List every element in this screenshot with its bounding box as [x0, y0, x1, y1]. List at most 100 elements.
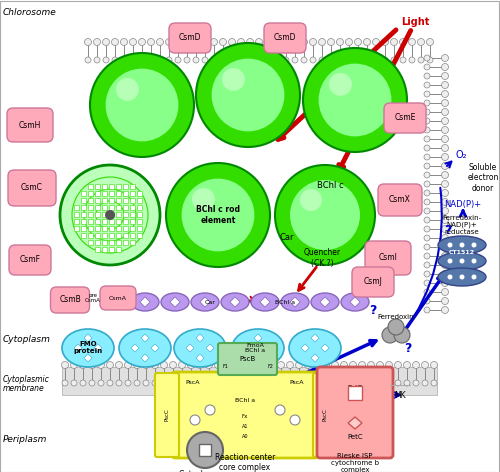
Ellipse shape	[438, 268, 486, 286]
FancyBboxPatch shape	[100, 286, 136, 310]
Text: Fx: Fx	[242, 414, 248, 420]
Circle shape	[442, 288, 448, 295]
Circle shape	[442, 100, 448, 107]
Circle shape	[391, 57, 397, 63]
Circle shape	[197, 194, 239, 236]
Circle shape	[143, 380, 149, 386]
Circle shape	[442, 82, 448, 89]
Circle shape	[89, 380, 95, 386]
Text: PscA: PscA	[290, 380, 304, 386]
Polygon shape	[84, 334, 92, 342]
Bar	[136, 226, 141, 230]
Ellipse shape	[341, 293, 369, 311]
Circle shape	[424, 55, 430, 61]
Circle shape	[408, 39, 416, 45]
FancyBboxPatch shape	[50, 287, 90, 313]
Circle shape	[211, 57, 217, 63]
Circle shape	[275, 405, 285, 415]
Text: MK: MK	[394, 390, 406, 399]
Bar	[122, 219, 128, 224]
Polygon shape	[264, 344, 272, 352]
Bar	[80, 226, 86, 230]
Polygon shape	[141, 354, 149, 362]
Bar	[108, 226, 114, 230]
Bar	[348, 386, 362, 400]
Bar	[130, 184, 134, 188]
Polygon shape	[230, 297, 240, 307]
Bar	[88, 184, 92, 188]
Circle shape	[373, 57, 379, 63]
Bar	[102, 226, 106, 230]
Text: CsmD: CsmD	[274, 34, 296, 42]
Bar	[74, 211, 78, 217]
Text: Rieske ISP
cytochrome b
complex: Rieske ISP cytochrome b complex	[331, 453, 379, 472]
Circle shape	[409, 57, 415, 63]
Circle shape	[350, 380, 356, 386]
Circle shape	[296, 362, 302, 369]
Bar	[74, 219, 78, 224]
Circle shape	[227, 74, 269, 116]
Circle shape	[442, 199, 448, 205]
Bar	[88, 233, 92, 237]
Circle shape	[166, 57, 172, 63]
Bar	[108, 197, 114, 202]
Ellipse shape	[438, 252, 486, 270]
Bar	[94, 219, 100, 224]
Circle shape	[85, 57, 91, 63]
Polygon shape	[301, 344, 309, 352]
Text: PscC: PscC	[164, 409, 170, 421]
Circle shape	[125, 380, 131, 386]
Circle shape	[116, 78, 139, 101]
Circle shape	[62, 380, 68, 386]
FancyBboxPatch shape	[169, 23, 211, 53]
Circle shape	[413, 380, 419, 386]
Circle shape	[116, 380, 122, 386]
Circle shape	[94, 57, 100, 63]
Circle shape	[84, 39, 91, 45]
Circle shape	[166, 163, 270, 267]
Text: Chlorosome: Chlorosome	[3, 8, 57, 17]
Circle shape	[418, 39, 424, 45]
Bar	[102, 211, 106, 217]
Circle shape	[424, 181, 430, 187]
Bar	[116, 191, 120, 195]
Circle shape	[424, 91, 430, 97]
Bar	[88, 239, 92, 244]
Bar	[122, 226, 128, 230]
Bar	[108, 211, 114, 217]
Circle shape	[283, 57, 289, 63]
Text: Periplasm: Periplasm	[3, 435, 48, 444]
FancyBboxPatch shape	[218, 343, 277, 375]
Circle shape	[121, 57, 127, 63]
Circle shape	[460, 243, 464, 247]
Circle shape	[442, 306, 448, 313]
Circle shape	[442, 118, 448, 125]
Circle shape	[395, 380, 401, 386]
Circle shape	[319, 57, 325, 63]
Circle shape	[148, 39, 154, 45]
Bar	[108, 246, 114, 252]
Circle shape	[382, 39, 388, 45]
Bar	[94, 233, 100, 237]
Bar	[108, 239, 114, 244]
Bar	[102, 233, 106, 237]
Bar	[102, 246, 106, 252]
Text: ?: ?	[404, 342, 411, 354]
Text: CsmF: CsmF	[20, 255, 40, 264]
Text: PscC: PscC	[322, 409, 328, 421]
Circle shape	[448, 259, 452, 263]
Text: ?: ?	[370, 303, 376, 317]
Text: CsmX: CsmX	[389, 195, 411, 204]
Text: BChl c: BChl c	[316, 180, 344, 189]
Text: CsmC: CsmC	[21, 184, 43, 193]
Bar	[136, 211, 141, 217]
Bar	[80, 233, 86, 237]
Text: PscB: PscB	[239, 356, 255, 362]
Circle shape	[278, 362, 284, 369]
Circle shape	[139, 57, 145, 63]
Bar	[88, 204, 92, 210]
Bar	[94, 239, 100, 244]
Circle shape	[424, 145, 430, 151]
Ellipse shape	[289, 329, 341, 367]
Circle shape	[422, 380, 428, 386]
